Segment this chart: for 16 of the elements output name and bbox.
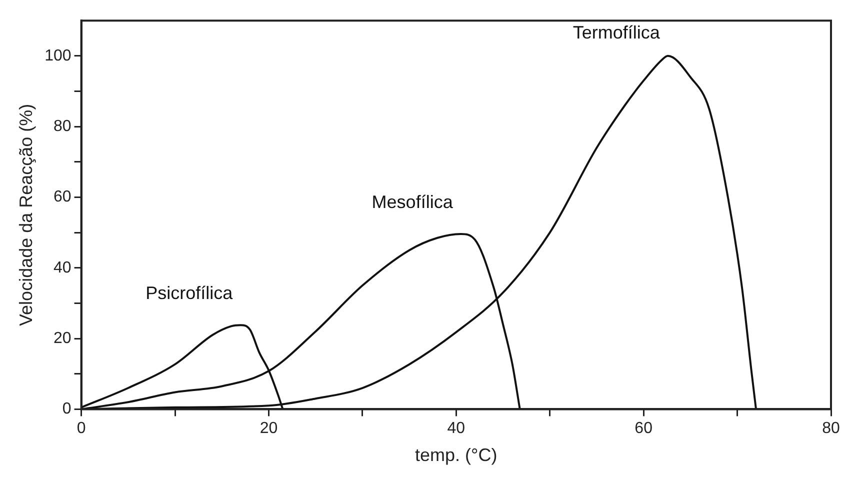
x-tick-label: 20 xyxy=(260,420,278,438)
y-tick-label: 40 xyxy=(54,259,72,276)
y-tick-label: 100 xyxy=(44,47,72,64)
y-tick-label: 80 xyxy=(54,118,72,135)
x-tick-label: 60 xyxy=(634,420,653,438)
y-axis-title: Velocidade da Reacção (%) xyxy=(16,104,36,326)
x-tick-label: 0 xyxy=(76,420,86,438)
series-label: Termofílica xyxy=(572,22,661,43)
series-label: Psicrofílica xyxy=(146,283,234,304)
y-tick-label: 0 xyxy=(62,400,72,418)
x-tick-label: 40 xyxy=(447,420,466,438)
y-tick-label: 60 xyxy=(54,188,72,206)
series-label: Mesofílica xyxy=(372,192,454,212)
x-tick-label: 80 xyxy=(822,420,840,438)
y-tick-label: 20 xyxy=(54,330,72,347)
x-axis-title: temp. (°C) xyxy=(415,445,498,466)
